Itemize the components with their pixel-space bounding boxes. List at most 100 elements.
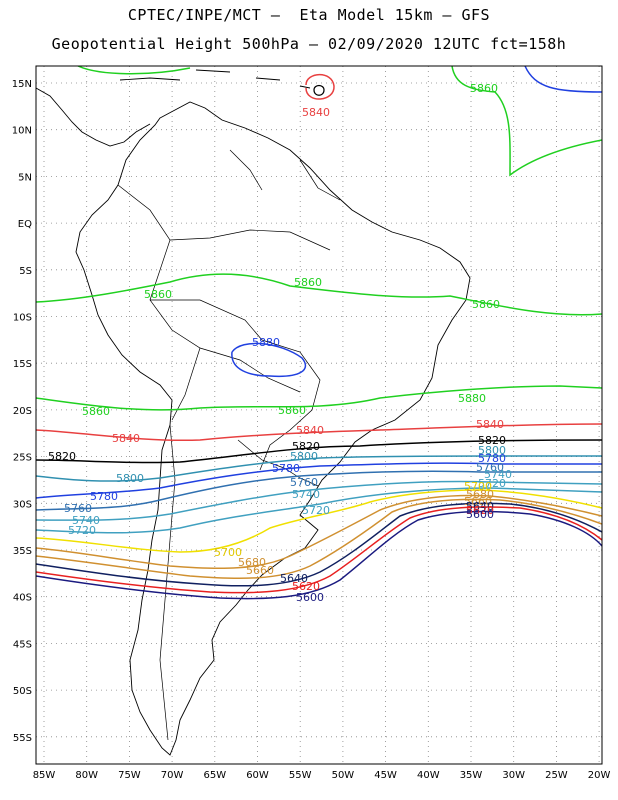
contours [36, 66, 602, 600]
lon-tick-label: 75W [118, 770, 141, 781]
country-borders [117, 149, 341, 741]
contour-5700 [36, 489, 602, 553]
contour-5660 [36, 498, 602, 580]
central-america-coast [36, 87, 151, 147]
coastlines [36, 69, 471, 756]
label-5700-center: 5700 [214, 546, 242, 559]
lat-tick-label: 45S [13, 639, 32, 650]
label-5600-center: 5600 [296, 591, 324, 604]
lat-tick-label: 25S [13, 453, 32, 464]
label-5720-east: 5720 [478, 477, 506, 490]
latitude-labels: 15N 10N 5N EQ 5S 10S 15S 20S 25S 30S 35S 40S 45S 50S 5… [12, 79, 32, 744]
label-5820-center: 5820 [292, 440, 320, 453]
contour-5680 [36, 494, 602, 570]
contour-5720 [36, 487, 602, 534]
label-5740-west: 5740 [72, 514, 100, 527]
lat-tick-label: 55S [13, 733, 32, 744]
lon-tick-label: 45W [374, 770, 397, 781]
contour-5860-ne [451, 66, 602, 177]
contour-5880-north-ring [305, 73, 335, 100]
label-5680-center: 5680 [238, 556, 266, 569]
label-5760-west: 5760 [64, 502, 92, 515]
label-5680-east: 5680 [466, 488, 494, 501]
lat-tick-label: 5N [18, 172, 32, 183]
lat-tick-label: 30S [13, 499, 32, 510]
lat-tick-label: 50S [13, 686, 32, 697]
label-5740-center: 5740 [292, 488, 320, 501]
label-5860-east: 5860 [472, 298, 500, 311]
label-5820-west: 5820 [48, 450, 76, 463]
lon-tick-label: 20W [588, 770, 611, 781]
contour-5780 [36, 462, 602, 499]
lat-tick-label: 35S [13, 546, 32, 557]
label-5860-ne: 5860 [470, 82, 498, 95]
label-5860-se: 5880 [458, 392, 486, 405]
contour-5640 [36, 502, 602, 587]
lon-tick-label: 25W [545, 770, 568, 781]
lat-tick-label: 20S [13, 406, 32, 417]
contour-5600 [36, 510, 602, 600]
contour-5860-north [77, 66, 191, 75]
lon-tick-label: 55W [289, 770, 312, 781]
label-5760-east: 5760 [476, 461, 504, 474]
label-5780-center: 5780 [272, 462, 300, 475]
label-5660-center: 5660 [246, 564, 274, 577]
label-5740-east: 5740 [484, 468, 512, 481]
label-5640-center: 5640 [280, 572, 308, 585]
lat-tick-label: 10N [12, 126, 32, 137]
contour-5800 [36, 455, 602, 482]
contour-5820 [36, 439, 602, 464]
longitude-labels: 85W 80W 75W 70W 65W 60W 55W 50W 45W 40W 35W 30W 25W 2… [33, 770, 611, 781]
label-5840-west: 5840 [112, 432, 140, 445]
label-5840-east: 5840 [476, 418, 504, 431]
lon-tick-label: 60W [246, 770, 269, 781]
contour-labels: 5860 5840 5860 5860 5860 5880 5860 5860 … [48, 82, 512, 604]
south-america-coast [75, 101, 471, 756]
lat-tick-label: EQ [18, 219, 32, 230]
lat-tick-label: 10S [13, 313, 32, 324]
label-5860-south: 5860 [278, 404, 306, 417]
label-5780-west: 5780 [90, 490, 118, 503]
label-5840-top: 5840 [302, 106, 330, 119]
contour-5760 [36, 470, 602, 511]
contour-5860-south [36, 385, 602, 411]
lon-tick-label: 40W [417, 770, 440, 781]
contour-5840 [36, 423, 602, 442]
map-frame [35, 65, 603, 765]
label-5600-east: 5600 [466, 508, 494, 521]
contour-5860-mid [36, 273, 602, 316]
label-5640-east: 5640 [466, 500, 494, 513]
lat-tick-label: 15S [13, 359, 32, 370]
label-5780-east: 5780 [478, 452, 506, 465]
label-5860-sw: 5860 [82, 405, 110, 418]
chart-title-line1: CPTEC/INPE/MCT – Eta Model 15km – GFS [127, 6, 491, 24]
lat-tick-label: 5S [19, 266, 32, 277]
lat-tick-label: 40S [13, 593, 32, 604]
label-5800-east: 5800 [478, 444, 506, 457]
contour-5880-center [231, 342, 307, 378]
chart-title-line2: Geopotential Height 500hPa – 02/09/2020 … [51, 35, 567, 53]
label-5720-west: 5720 [68, 524, 96, 537]
label-5720-center: 5720 [302, 504, 330, 517]
contour-5880-ne [524, 66, 602, 93]
lon-tick-label: 35W [460, 770, 483, 781]
label-5800-west: 5800 [116, 472, 144, 485]
lat-tick-label: 15N [12, 79, 32, 90]
caribbean-islands [119, 69, 311, 89]
label-5700-east: 5700 [464, 480, 492, 493]
label-5860-mid: 5860 [294, 276, 322, 289]
contour-5880-closed-small [313, 84, 325, 96]
contour-5620 [36, 506, 602, 594]
lon-tick-label: 50W [332, 770, 355, 781]
label-5880-center: 5880 [252, 336, 280, 349]
label-5800-center: 5800 [290, 450, 318, 463]
lon-tick-label: 70W [161, 770, 184, 781]
label-5860-west: 5860 [144, 288, 172, 301]
lon-tick-label: 30W [502, 770, 525, 781]
lon-tick-label: 80W [75, 770, 98, 781]
label-5620-east: 5620 [466, 504, 494, 517]
lon-tick-label: 65W [203, 770, 226, 781]
lon-tick-label: 85W [33, 770, 56, 781]
label-5840-center: 5840 [296, 424, 324, 437]
